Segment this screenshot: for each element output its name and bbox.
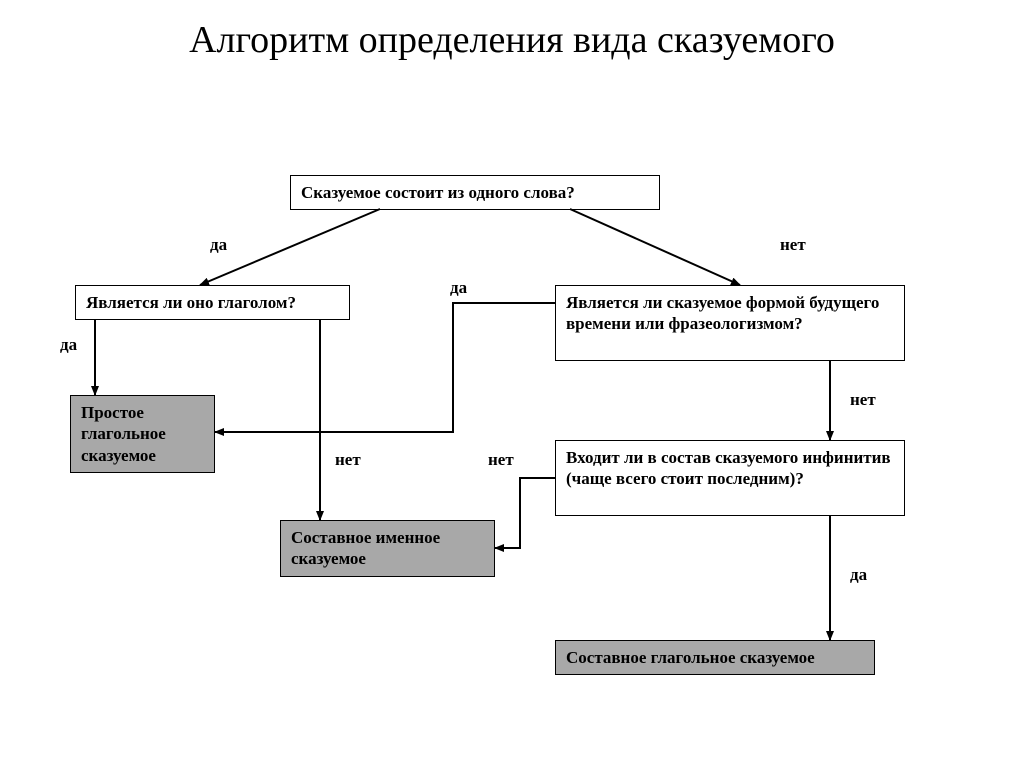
- page-title: Алгоритм определения вида сказуемого: [0, 0, 1024, 62]
- edge-label-1: нет: [780, 235, 806, 255]
- edge-label-4: нет: [335, 450, 361, 470]
- edge-label-2: да: [60, 335, 77, 355]
- node-q4: Входит ли в состав сказуемого инфинитив …: [555, 440, 905, 516]
- node-q2: Является ли оно глаголом?: [75, 285, 350, 320]
- edge-label-7: да: [850, 565, 867, 585]
- edge-label-6: нет: [488, 450, 514, 470]
- edge-label-0: да: [210, 235, 227, 255]
- edge-label-3: да: [450, 278, 467, 298]
- node-r2: Составное именное сказуемое: [280, 520, 495, 577]
- node-r1: Простое глагольное сказуемое: [70, 395, 215, 473]
- edge-label-5: нет: [850, 390, 876, 410]
- node-r3: Составное глагольное сказуемое: [555, 640, 875, 675]
- node-q1: Сказуемое состоит из одного слова?: [290, 175, 660, 210]
- node-q3: Является ли сказуемое формой будущего вр…: [555, 285, 905, 361]
